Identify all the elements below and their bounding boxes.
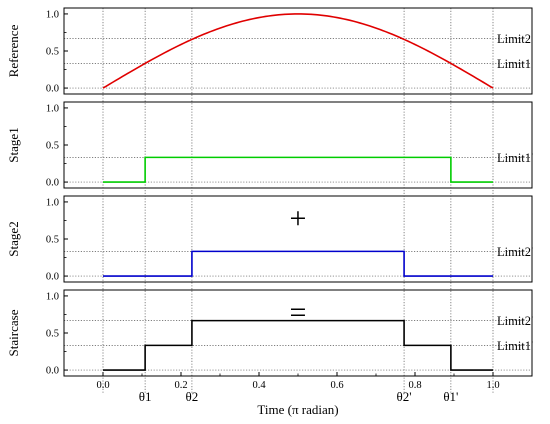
x-tick-label-3: 0.6 (330, 380, 343, 391)
theta-label-0: θ1 (139, 389, 152, 404)
panel-0-y-axis-label: Reference (6, 24, 21, 77)
panel-1-frame (63, 101, 533, 189)
panel-3-ytick-label-1: 0.5 (46, 329, 59, 340)
theta-label-2: θ2' (397, 389, 412, 404)
x-tick-label-0: 0.0 (96, 380, 109, 391)
panel-2-ytick-label-1: 0.5 (46, 235, 59, 246)
x-tick-label-5: 1.0 (486, 380, 499, 391)
panel-1-limit-label-0: Limit1' (497, 151, 533, 165)
grid-layer (64, 8, 532, 394)
x-tick-label-1: 0.2 (174, 380, 187, 391)
frames-layer (63, 7, 533, 377)
text-layer: 0.0 0.5 1.0 Reference Limit2 Limit1 0.0 0.5 1.0 S… (6, 9, 533, 404)
panel-2-ytick-label-2: 1.0 (46, 197, 59, 208)
panel-1-series-line (103, 156, 493, 183)
panel-2-series-line (103, 250, 493, 277)
x-tick-label-4: 0.8 (408, 380, 421, 391)
panel-1-ytick-label-1: 0.5 (46, 141, 59, 152)
x-tick-label-2: 0.4 (252, 380, 266, 391)
panel-3-limit-label-0: Limit2' (497, 314, 533, 328)
panel-0-ytick-label-0: 0.0 (46, 84, 59, 95)
panel-0-frame (63, 7, 533, 95)
panel-2-operator-symbol: + (290, 202, 307, 235)
panel-0-ytick-label-2: 1.0 (46, 9, 59, 20)
panel-3-y-axis-label: Staircase (6, 309, 21, 356)
theta-label-1: θ2 (186, 389, 199, 404)
panel-1-ytick-label-0: 0.0 (46, 178, 59, 189)
panel-2-ytick-label-0: 0.0 (46, 272, 59, 283)
panel-0-series-line (102, 13, 494, 89)
panel-3-limit-label-1: Limit1' (497, 339, 533, 353)
panel-3-ytick-label-0: 0.0 (46, 366, 59, 377)
panel-1-ytick-label-2: 1.0 (46, 103, 59, 114)
panel-3-operator-symbol: = (290, 296, 307, 329)
panel-0-limit-label-0: Limit2 (497, 32, 531, 46)
series-layer (102, 13, 494, 371)
panel-2-limit-label-0: Limit2' (497, 245, 533, 259)
x-axis-label: Time (π radian) (257, 402, 338, 417)
panel-1-y-axis-label: Stage1 (6, 127, 21, 162)
theta-label-3: θ1' (443, 389, 458, 404)
panel-2-y-axis-label: Stage2 (6, 221, 21, 256)
panel-3-ytick-label-2: 1.0 (46, 291, 59, 302)
panel-0-limit-label-1: Limit1 (497, 57, 531, 71)
panel-0-ytick-label-1: 0.5 (46, 47, 59, 58)
panel-3-series-line (103, 319, 493, 371)
